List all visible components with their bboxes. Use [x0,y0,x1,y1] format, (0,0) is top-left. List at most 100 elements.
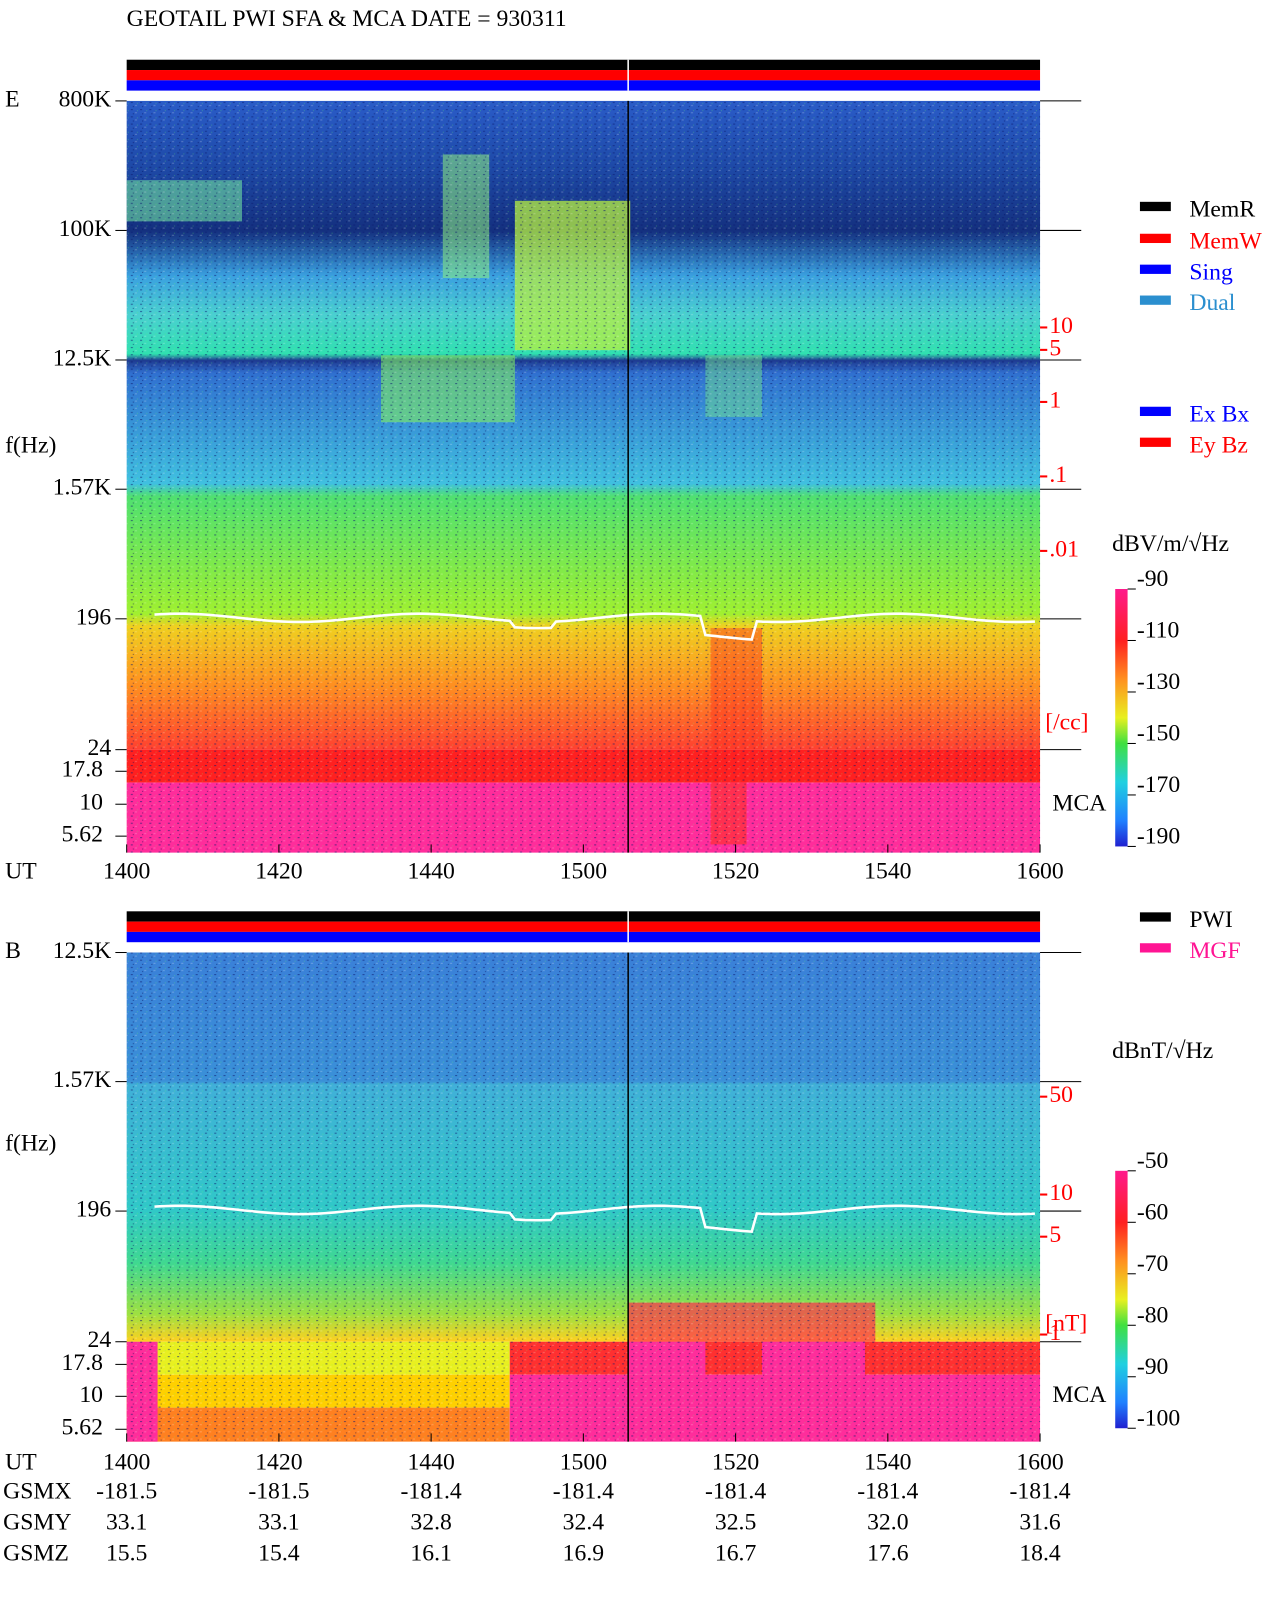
orbit-label: GSMX [3,1479,71,1505]
y-tick-label: 196 [76,604,112,630]
orbit-value: -181.4 [553,1479,614,1505]
orbit-value: -181.4 [401,1479,462,1505]
colorbar-tick-label: -90 [1137,566,1169,592]
mca-tick-label: 10 [79,1382,103,1408]
legend-label: Dual [1189,290,1235,316]
y-tick-label: 800K [59,86,112,112]
x-tick-label: 1540 [864,859,911,885]
x-tick-label: 1600 [1016,859,1063,885]
legend-swatch [1139,406,1171,417]
orbit-value: 32.0 [867,1509,908,1535]
x-tick-label: 1400 [103,859,150,885]
texture [126,100,1041,853]
legend-swatch [1139,437,1171,447]
x-tick-label: 1500 [560,859,607,885]
title: GEOTAIL PWI SFA & MCA DATE = 930311 [127,6,567,32]
y-tick-label: 24 [88,735,112,761]
legend-label: MemW [1189,228,1262,254]
x-axis-label: UT [5,859,37,885]
density-tick-label: 10 [1049,313,1073,339]
legend-label: PWI [1189,907,1233,933]
orbit-value: 33.1 [106,1509,147,1535]
status-bar [126,80,1041,91]
texture [126,952,1041,1442]
legend-swatch [1139,295,1171,305]
x-tick-label: 1440 [407,1450,454,1476]
legend-label: MemR [1189,197,1255,223]
plasma-line [154,612,1035,641]
orbit-value: -181.4 [1009,1479,1070,1505]
density-tick-label: .01 [1049,536,1079,562]
colorbar [1115,589,1128,847]
density-tick-label: 1 [1049,387,1061,413]
orbit-value: 16.9 [563,1540,604,1566]
mca-tick-label: 5.62 [62,1415,103,1441]
mca-tick-label: 17.8 [62,1350,103,1376]
orbit-value: 17.6 [867,1540,909,1566]
density-unit: [nT] [1045,1311,1087,1337]
orbit-value: 18.4 [1019,1540,1061,1566]
orbit-value: -181.5 [96,1479,157,1505]
x-tick-label: 1440 [407,859,454,885]
density-tick-label: 1 [1049,1320,1061,1346]
colorbar-label: dBV/m/√Hz [1112,531,1229,557]
mca-tick-label: 17.8 [62,757,103,783]
legend-swatch [1139,264,1171,274]
colorbar-tick-label: -100 [1137,1405,1180,1431]
y-tick-label: 12.5K [53,938,112,964]
colorbar-tick-label: -90 [1137,1354,1169,1380]
colorbar-tick-label: -50 [1137,1148,1169,1174]
colorbar-tick-label: -110 [1137,618,1180,644]
colorbar-label: dBnT/√Hz [1112,1038,1213,1064]
panel-label: E [5,86,19,112]
y-axis-label: f(Hz) [5,432,56,458]
orbit-value: 16.1 [410,1540,451,1566]
status-bar [126,911,1041,922]
orbit-value: -181.4 [857,1479,918,1505]
colorbar-tick-label: -80 [1137,1302,1169,1328]
status-bar [126,931,1041,943]
mca-tick-label: 5.62 [62,822,103,848]
status-bar [126,921,1041,932]
density-tick-label: .1 [1049,462,1067,488]
x-tick-label: 1420 [255,1450,302,1476]
density-tick-label: 5 [1049,1222,1061,1248]
legend-swatch [1139,233,1171,244]
colorbar-tick-label: -70 [1137,1251,1169,1277]
y-tick-label: 12.5K [53,345,112,371]
y-tick-label: 100K [59,216,112,242]
orbit-value: 15.5 [106,1540,147,1566]
orbit-label: GSMY [3,1509,71,1535]
y-tick-label: 24 [88,1327,112,1353]
legend-label: Ex Bx [1189,401,1249,427]
x-tick-label: 1520 [712,1450,759,1476]
density-tick-label: 50 [1049,1082,1073,1108]
y-axis-label: f(Hz) [5,1131,56,1157]
orbit-value: -181.5 [248,1479,309,1505]
orbit-value: 33.1 [258,1509,299,1535]
legend-label: MGF [1189,938,1240,964]
colorbar-tick-label: -170 [1137,772,1180,798]
orbit-value: 32.8 [410,1509,451,1535]
legend-swatch [1139,912,1171,922]
legend-swatch [1139,943,1171,953]
status-bar [126,70,1041,81]
legend-label: Ey Bz [1189,432,1248,458]
orbit-value: 16.7 [715,1540,757,1566]
mca-tick-label: 10 [79,790,103,816]
orbit-value: 31.6 [1019,1509,1061,1535]
legend-swatch [1139,201,1171,212]
x-axis-label: UT [5,1450,37,1476]
x-tick-label: 1400 [103,1450,150,1476]
x-tick-label: 1500 [560,1450,607,1476]
orbit-value: 15.4 [258,1540,300,1566]
plasma-line [154,1204,1035,1234]
orbit-value: -181.4 [705,1479,766,1505]
colorbar [1115,1170,1128,1429]
x-tick-label: 1540 [864,1450,911,1476]
x-tick-label: 1520 [712,859,759,885]
density-tick-label: 10 [1049,1180,1073,1206]
y-tick-label: 1.57K [53,1067,112,1093]
